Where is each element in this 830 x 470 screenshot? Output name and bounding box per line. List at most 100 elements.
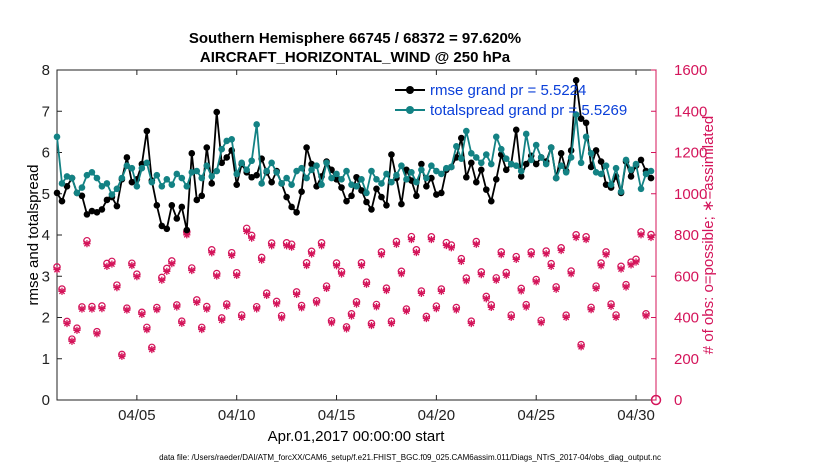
totalspread-point	[363, 189, 370, 197]
rmse-point	[477, 166, 485, 174]
totalspread-point	[438, 170, 445, 178]
totalspread-point	[193, 167, 201, 175]
obs-assimilated-point	[293, 290, 301, 298]
y-axis-label-left: rmse and totalspread	[25, 165, 42, 306]
totalspread-point	[348, 181, 355, 188]
y-tick-label-left: 3	[42, 268, 50, 285]
obs-assimilated-point	[587, 306, 595, 314]
obs-assimilated-point	[203, 305, 211, 313]
obs-assimilated-point	[482, 295, 490, 303]
obs-assimilated-point	[497, 250, 505, 259]
totalspread-point	[428, 162, 435, 169]
obs-assimilated-point	[507, 313, 515, 321]
totalspread-point	[233, 170, 240, 178]
totalspread-point	[138, 164, 146, 172]
totalspread-point	[98, 183, 106, 190]
rmse-point	[353, 173, 360, 181]
rmse-point	[423, 183, 430, 190]
totalspread-point	[158, 183, 166, 190]
totalspread-point	[78, 184, 86, 191]
obs-assimilated-point	[597, 262, 605, 270]
totalspread-point	[273, 169, 280, 176]
rmse-point	[517, 173, 525, 180]
totalspread-point	[602, 162, 610, 169]
rmse-point	[403, 166, 410, 174]
rmse-point	[413, 192, 420, 200]
rmse-point	[78, 192, 86, 200]
obs-assimilated-point	[88, 305, 96, 313]
obs-assimilated-point	[243, 227, 251, 235]
obs-assimilated-point	[447, 244, 455, 252]
totalspread-point	[58, 180, 66, 187]
obs-assimilated-point	[362, 280, 371, 288]
y-tick-label-right: 1200	[674, 145, 707, 162]
rmse-point	[408, 177, 415, 184]
totalspread-point	[168, 181, 176, 188]
totalspread-point	[622, 156, 630, 164]
obs-assimilated-point	[58, 287, 66, 295]
rmse-point	[368, 206, 375, 213]
totalspread-point	[298, 164, 305, 172]
totalspread-point	[328, 174, 335, 182]
rmse-point	[183, 226, 191, 234]
totalspread-point	[408, 169, 415, 176]
totalspread-point	[308, 166, 315, 174]
totalspread-point	[178, 174, 186, 182]
chart-subtitle: AIRCRAFT_HORIZONTAL_WIND @ 250 hPa	[200, 49, 511, 66]
obs-assimilated-point	[592, 284, 600, 293]
totalspread-point	[507, 160, 515, 168]
rmse-point	[418, 160, 425, 168]
totalspread-point	[343, 167, 350, 175]
rmse-point	[98, 206, 106, 213]
totalspread-point	[243, 166, 250, 174]
x-tick-label: 04/10	[218, 407, 256, 424]
y-tick-label-right: 200	[674, 351, 699, 368]
totalspread-point	[458, 155, 465, 162]
obs-assimilated-point	[562, 313, 570, 321]
obs-assimilated-point	[148, 345, 156, 354]
obs-assimilated-point	[427, 235, 435, 244]
obs-assimilated-point	[153, 306, 161, 314]
obs-assimilated-point	[577, 343, 585, 351]
rmse-point	[532, 160, 540, 168]
obs-assimilated-point	[357, 261, 366, 270]
y-tick-label-left: 7	[42, 103, 50, 120]
rmse-point	[188, 150, 196, 157]
obs-assimilated-point	[537, 319, 545, 327]
rmse-point	[502, 166, 510, 174]
rmse-point	[248, 173, 255, 181]
rmse-point	[363, 198, 370, 206]
obs-assimilated-point	[93, 330, 101, 338]
series-lines	[53, 77, 655, 234]
totalspread-point	[108, 191, 116, 198]
rmse-point	[522, 160, 530, 168]
rmse-point	[173, 215, 181, 222]
y-tick-label-right: 0	[674, 392, 682, 409]
obs-assimilated-point	[63, 319, 71, 328]
totalspread-point	[607, 181, 615, 188]
obs-assimilated-point	[392, 240, 401, 248]
obs-assimilated-point	[307, 250, 316, 258]
rmse-point	[482, 186, 490, 193]
obs-assimilated-point	[108, 260, 116, 268]
obs-assimilated-point	[547, 262, 555, 270]
obs-assimilated-point	[322, 284, 331, 293]
rmse-point	[308, 160, 315, 168]
obs-assimilated-point	[258, 256, 266, 264]
legend-label-rmse: rmse grand pr = 5.5224	[430, 82, 586, 99]
obs-assimilated-point	[522, 303, 530, 311]
rmse-point	[557, 150, 565, 157]
totalspread-point	[133, 183, 141, 190]
obs-assimilated-point	[168, 260, 176, 268]
obs-assimilated-point	[283, 242, 291, 250]
obs-assimilated-point	[492, 276, 500, 284]
obs-assimilated-point	[617, 265, 625, 273]
y-tick-label-right: 1000	[674, 186, 707, 203]
totalspread-point	[572, 111, 580, 118]
rmse-point	[398, 200, 405, 208]
obs-assimilated-point	[527, 250, 535, 259]
obs-assimilated-point	[118, 352, 126, 360]
obs-assimilated-point	[218, 316, 226, 324]
totalspread-point	[463, 127, 470, 135]
